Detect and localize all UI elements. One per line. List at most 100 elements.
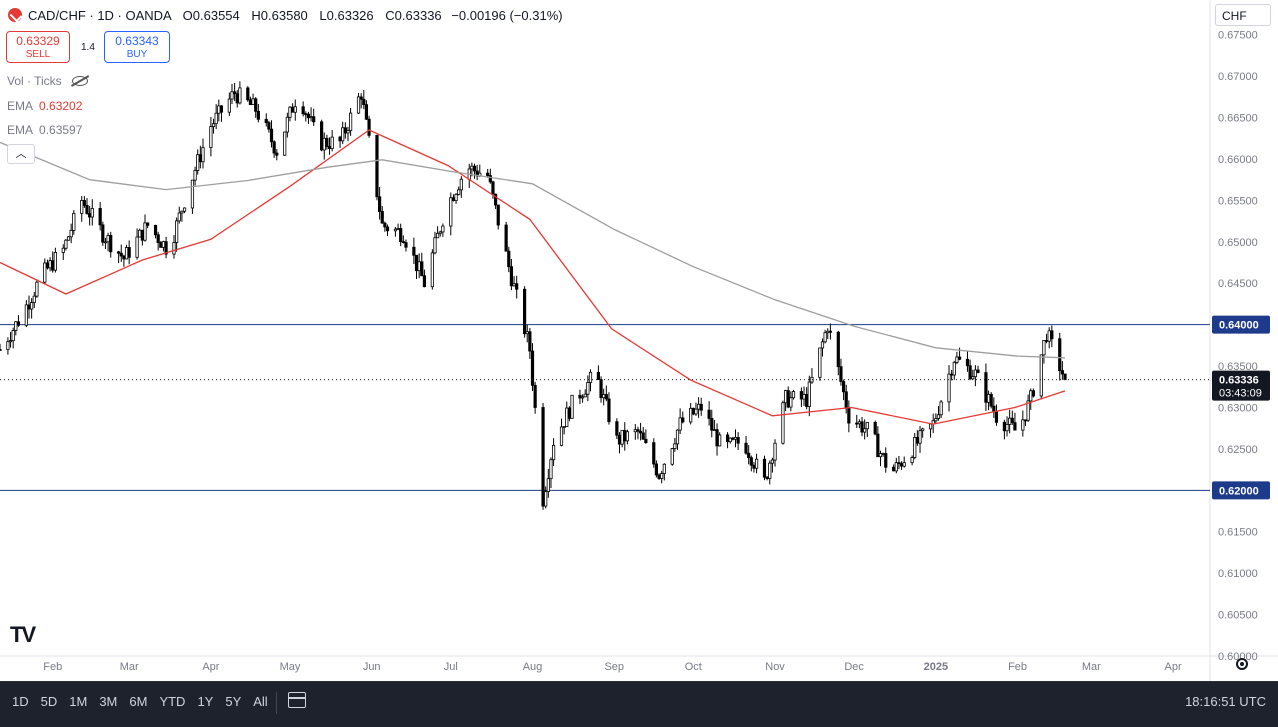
- candle: [805, 393, 809, 407]
- settings-gear-icon[interactable]: [1236, 658, 1248, 670]
- range-button-all[interactable]: All: [253, 694, 268, 709]
- candle: [894, 462, 898, 472]
- x-tick-label: Mar: [120, 661, 139, 673]
- candle: [256, 110, 260, 120]
- candle: [583, 393, 587, 398]
- candle: [233, 91, 237, 95]
- symbol-title[interactable]: CAD/CHF · 1D · OANDA: [28, 8, 172, 23]
- candle: [304, 113, 308, 116]
- candle: [378, 196, 382, 212]
- range-button-1d[interactable]: 1D: [12, 694, 29, 709]
- candle: [164, 241, 168, 255]
- candle: [633, 429, 637, 433]
- range-button-ytd[interactable]: YTD: [159, 694, 186, 709]
- candle: [227, 98, 231, 113]
- candle: [441, 225, 445, 233]
- ema-legend-2[interactable]: EMA 0.63597: [7, 123, 82, 137]
- candle: [918, 430, 922, 444]
- candle: [507, 250, 511, 268]
- buy-button[interactable]: 0.63343 BUY: [104, 31, 170, 63]
- candle: [567, 407, 572, 419]
- high-value: 0.63580: [260, 8, 308, 23]
- range-button-5d[interactable]: 5D: [40, 694, 58, 709]
- candle: [1063, 373, 1067, 381]
- candle: [349, 112, 353, 132]
- candle: [393, 228, 398, 232]
- candle: [902, 462, 906, 467]
- candle: [512, 283, 516, 287]
- candle: [1005, 424, 1009, 432]
- candle: [892, 466, 896, 472]
- candle: [6, 341, 10, 351]
- bar-countdown-label: 03:43:09: [1219, 388, 1262, 400]
- candle: [122, 255, 126, 260]
- candle: [986, 393, 991, 403]
- candle: [11, 330, 15, 342]
- candle: [715, 429, 719, 447]
- candle: [401, 241, 405, 243]
- candle: [246, 87, 250, 101]
- volume-legend[interactable]: Vol · Ticks: [7, 74, 88, 88]
- candle: [16, 321, 21, 326]
- candle: [644, 438, 648, 444]
- candle: [51, 260, 55, 271]
- candle: [504, 224, 508, 252]
- candle: [417, 261, 421, 272]
- candle: [857, 421, 861, 425]
- candle: [984, 372, 988, 403]
- y-tick-label: 0.60500: [1218, 610, 1258, 622]
- candle: [412, 246, 416, 256]
- chevron-up-icon: ︿: [15, 148, 27, 160]
- candle: [436, 232, 440, 239]
- candle: [420, 261, 424, 277]
- candle: [486, 172, 490, 177]
- candle: [1029, 390, 1033, 402]
- candle: [320, 121, 324, 151]
- candle: [364, 104, 369, 120]
- candle: [865, 421, 869, 430]
- range-button-5y[interactable]: 5Y: [225, 694, 242, 709]
- candle: [636, 429, 640, 432]
- candle: [836, 331, 840, 368]
- candle: [936, 414, 941, 419]
- calendar-icon[interactable]: [288, 692, 306, 708]
- candle: [607, 398, 611, 423]
- low-value: 0.63326: [326, 8, 374, 23]
- utc-clock[interactable]: 18:16:51 UTC: [1185, 694, 1266, 709]
- candle: [127, 247, 131, 258]
- hide-eye-icon[interactable]: [71, 76, 88, 86]
- candle: [288, 106, 292, 118]
- candle: [791, 391, 796, 399]
- x-tick-label: Apr: [1165, 661, 1182, 673]
- candle: [1026, 400, 1030, 421]
- low-label: L: [319, 8, 327, 23]
- candle: [359, 96, 363, 100]
- candle: [950, 373, 954, 376]
- candle: [718, 434, 722, 447]
- range-button-1y[interactable]: 1Y: [197, 694, 214, 709]
- candle: [312, 116, 316, 123]
- sell-button[interactable]: 0.63329 SELL: [6, 31, 70, 63]
- current-price-label: 0.63336: [1219, 375, 1259, 387]
- candle: [106, 235, 110, 243]
- range-button-3m[interactable]: 3M: [99, 694, 118, 709]
- candle: [449, 197, 453, 227]
- candle: [1002, 421, 1006, 432]
- range-button-1m[interactable]: 1M: [69, 694, 88, 709]
- candle: [0, 349, 2, 351]
- tradingview-logo-icon: TV: [10, 622, 36, 647]
- close-label: C: [385, 8, 395, 23]
- ema-legend-1[interactable]: EMA 0.63202: [7, 99, 82, 113]
- candle: [675, 429, 680, 445]
- ema2-label: EMA: [7, 123, 34, 137]
- x-tick-label: Oct: [685, 661, 702, 673]
- y-tick-label: 0.67000: [1218, 71, 1258, 83]
- price-chart[interactable]: 0.67500 0.67000 0.66500 0.66000 0.65500 0.650…: [0, 0, 1278, 681]
- collapse-legend-button[interactable]: ︿: [7, 144, 35, 164]
- candle: [454, 194, 458, 202]
- candle: [604, 394, 608, 400]
- candle: [238, 87, 242, 104]
- x-tick-label: Sep: [604, 661, 624, 673]
- currency-selector[interactable]: CHF: [1215, 4, 1271, 26]
- range-button-6m[interactable]: 6M: [129, 694, 148, 709]
